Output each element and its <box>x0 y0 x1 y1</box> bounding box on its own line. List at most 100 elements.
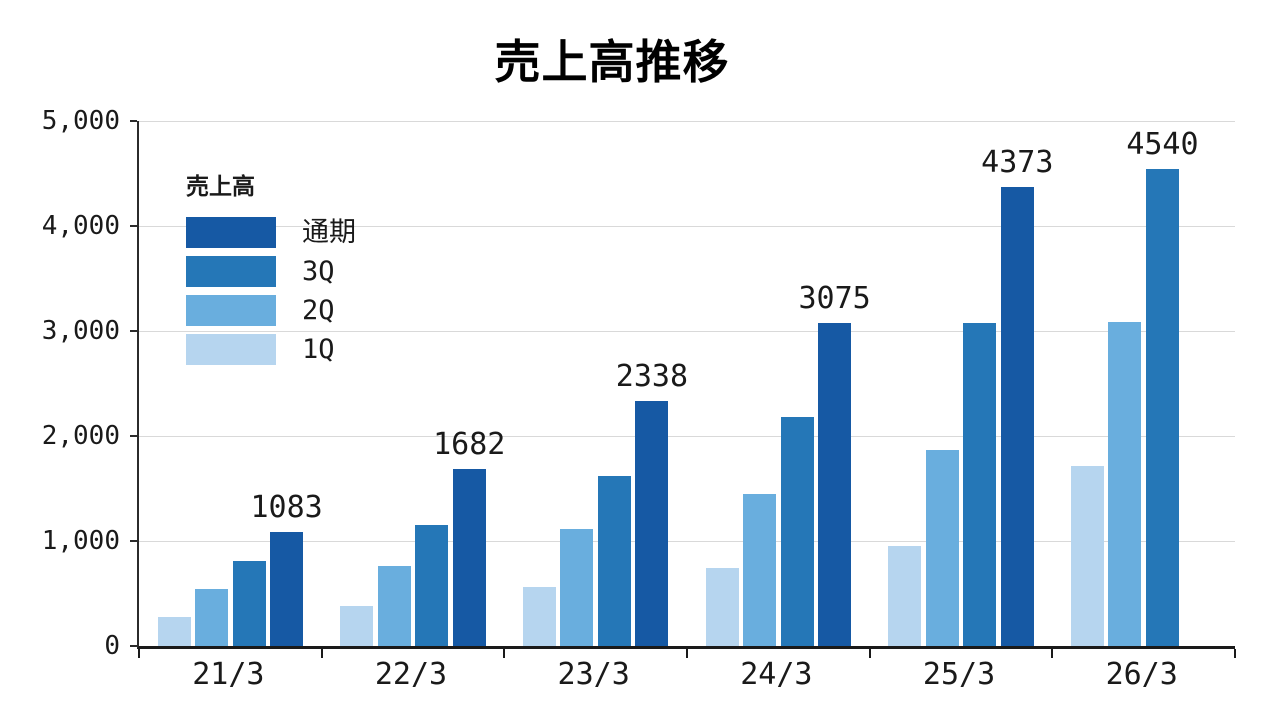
y-axis-tick-label: 3,000 <box>41 316 120 346</box>
bar-通期-25/3 <box>1000 186 1034 646</box>
gridline <box>139 331 1235 332</box>
bar-value-label: 4373 <box>981 144 1054 180</box>
gridline <box>139 436 1235 437</box>
x-axis-label-26/3: 26/3 <box>1105 657 1178 692</box>
bar-1Q-26/3 <box>1070 465 1104 646</box>
x-axis-label-25/3: 25/3 <box>922 657 996 692</box>
y-axis-labels: 0 1,000 2,000 3,000 4,000 5,000 <box>0 108 128 659</box>
legend-swatch <box>186 295 276 326</box>
bar-2Q-22/3 <box>377 566 411 646</box>
legend-swatch <box>186 334 276 365</box>
bar-slot <box>925 449 959 646</box>
y-axis-tick-label: 5,000 <box>41 106 120 136</box>
x-axis-tick <box>503 649 506 658</box>
y-axis-tick <box>130 330 137 332</box>
bar-slot <box>1070 465 1104 646</box>
x-axis-tick <box>1051 649 1054 658</box>
bar-2Q-21/3 <box>195 588 229 646</box>
chart-title: 売上高推移 <box>494 35 730 89</box>
y-axis-tick-label: 4,000 <box>41 211 120 241</box>
bar-value-label: 3075 <box>798 281 871 317</box>
legend-item-label: 1Q <box>302 334 335 365</box>
bar-group-21/3: 1083 <box>139 121 323 646</box>
y-axis-tick-label: 0 <box>104 631 120 661</box>
bar-group-22/3: 1682 <box>322 121 505 646</box>
bar-slot: 2338 <box>616 361 688 646</box>
gridline <box>139 121 1235 122</box>
y-axis-tick <box>130 225 137 227</box>
bar-1Q-23/3 <box>522 587 556 646</box>
bar-slot <box>705 568 739 646</box>
gridline <box>139 541 1235 542</box>
bar-groups: 1083 1682 2338 3075 4373 4540 <box>139 121 1235 646</box>
x-axis-label-23/3: 23/3 <box>557 657 630 692</box>
legend-title: 売上高 <box>186 174 255 200</box>
legend-item-1Q: 1Q <box>186 334 356 365</box>
bar-2Q-25/3 <box>925 449 959 646</box>
bar-通期-24/3 <box>818 323 852 646</box>
legend-item-通期: 通期 <box>186 217 356 248</box>
x-axis-labels: 21/3 22/3 23/3 24/3 25/3 26/3 <box>137 657 1233 692</box>
y-axis-tick-label: 1,000 <box>41 526 120 556</box>
bar-slot <box>780 417 814 646</box>
bar-value-label: 1083 <box>250 490 323 526</box>
plot-area: 1083 1682 2338 3075 4373 4540 <box>130 120 1236 658</box>
bar-slot: 3075 <box>798 284 871 646</box>
bar-slot <box>963 322 997 646</box>
bar-通期-21/3 <box>270 532 304 646</box>
gridline <box>139 226 1235 227</box>
bar-2Q-23/3 <box>560 529 594 646</box>
legend-swatch <box>186 217 276 248</box>
bar-3Q-25/3 <box>963 322 997 646</box>
x-axis-tick <box>320 649 323 658</box>
bar-value-label: 1682 <box>433 427 506 463</box>
bar-slot <box>340 606 374 646</box>
legend-item-label: 通期 <box>302 217 356 248</box>
x-axis-tick <box>138 649 140 658</box>
y-axis-tick-label: 2,000 <box>41 421 120 451</box>
x-axis-tick <box>686 649 688 658</box>
y-axis-tick <box>130 435 137 437</box>
legend-swatch <box>186 256 276 287</box>
bar-slot <box>1108 321 1142 646</box>
bar-slot <box>232 561 266 646</box>
x-axis-tick <box>1234 649 1236 658</box>
x-axis-tick <box>868 649 871 658</box>
bar-3Q-22/3 <box>415 525 449 646</box>
legend: 売上高 通期 3Q 2Q 1Q <box>186 167 356 373</box>
x-axis-label-22/3: 22/3 <box>374 657 448 692</box>
bar-3Q-23/3 <box>597 475 631 646</box>
bar-slot <box>415 525 449 646</box>
legend-item-3Q: 3Q <box>186 256 356 287</box>
bar-group-23/3: 2338 <box>504 121 688 646</box>
bar-slot: 1083 <box>250 493 323 646</box>
bar-slot: 4540 <box>1126 130 1199 646</box>
bar-3Q-24/3 <box>780 417 814 646</box>
legend-item-label: 3Q <box>302 256 335 287</box>
legend-item-2Q: 2Q <box>186 295 356 326</box>
bar-slot <box>522 587 556 646</box>
bar-1Q-25/3 <box>888 546 922 646</box>
bar-1Q-22/3 <box>340 606 374 646</box>
x-axis-label-21/3: 21/3 <box>192 657 265 692</box>
bar-value-label: 4540 <box>1126 127 1199 163</box>
bar-3Q-21/3 <box>232 561 266 646</box>
y-axis-tick <box>130 540 137 542</box>
legend-items: 通期 3Q 2Q 1Q <box>186 217 356 365</box>
bar-slot <box>195 588 229 646</box>
bar-slot: 1682 <box>433 430 505 646</box>
bar-2Q-24/3 <box>743 493 777 646</box>
bar-slot <box>888 546 922 646</box>
bar-通期-22/3 <box>452 469 486 646</box>
bar-通期-23/3 <box>635 400 669 646</box>
bar-slot <box>597 475 631 646</box>
y-axis-tick <box>130 120 137 122</box>
bar-slot: 4373 <box>981 147 1053 646</box>
legend-item-label: 2Q <box>302 295 335 326</box>
bar-value-label: 2338 <box>615 358 689 394</box>
bar-group-25/3: 4373 <box>870 121 1053 646</box>
bar-group-26/3: 4540 <box>1052 121 1235 646</box>
bar-2Q-26/3 <box>1108 321 1142 646</box>
bar-slot <box>743 493 777 646</box>
